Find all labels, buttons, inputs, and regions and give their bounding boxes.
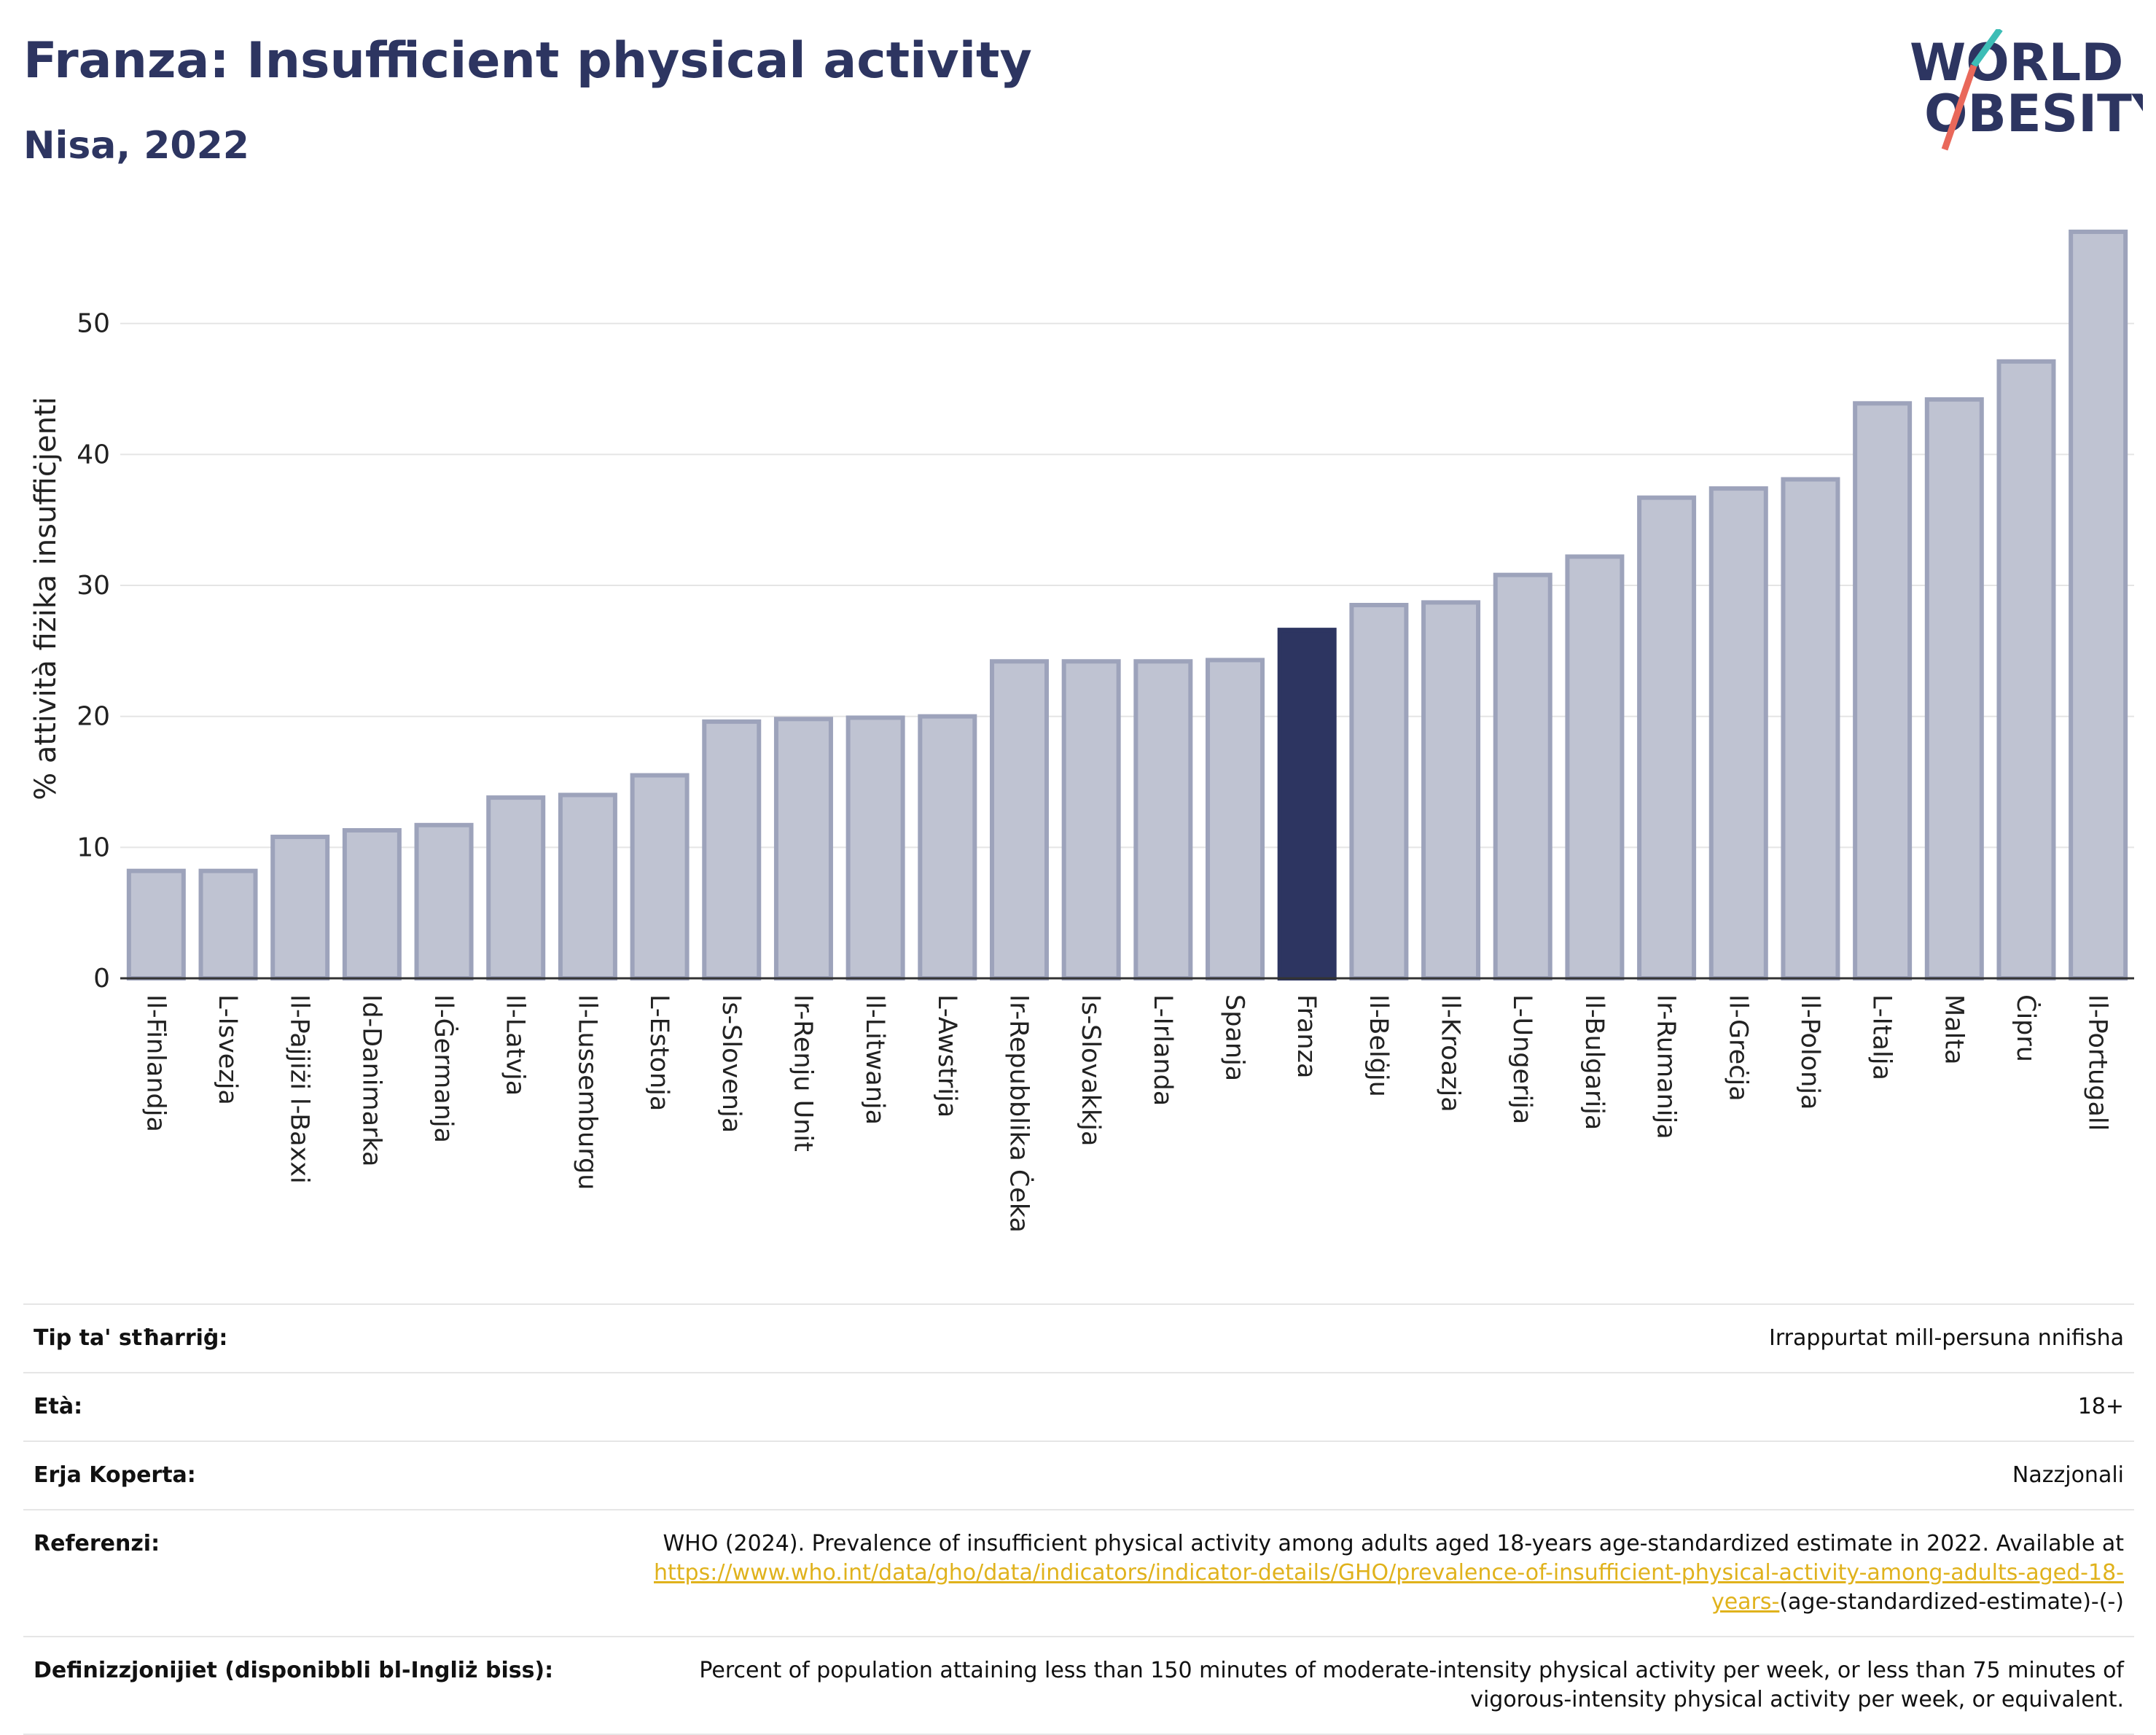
info-table: Tip ta' stħarriġ: Irrappurtat mill-persu… [23,1303,2134,1735]
x-tick-label: Il-Kroazja [1436,994,1465,1112]
logo-line-1: WORLD [1910,33,2123,93]
bar [1493,572,1552,980]
info-row-definitions: Definizzjonijiet (disponibbli bl-Ingliż … [23,1637,2134,1734]
bar [845,715,905,980]
info-row-area: Erja Koperta: Nazzjonali [23,1441,2134,1510]
bar [630,773,690,980]
x-tick-label: Il-Pajjiżi l-Baxxi [285,994,314,1184]
bar [1924,397,1984,980]
y-tick-label: 10 [77,833,110,862]
bar [1349,602,1409,980]
x-tick-label: Il-Bulgarija [1579,994,1609,1130]
x-tick-label: Ċipru [2011,994,2042,1062]
info-value: Irrappurtat mill-persuna nnifisha [1768,1325,2124,1351]
reference-link[interactable]: https://www.who.int/data/gho/data/indica… [654,1560,2124,1615]
x-tick-label: Il-Finlandja [141,994,170,1132]
x-tick-label: L-Isvezja [213,994,242,1105]
x-tick-label: Ir-Rumanija [1652,994,1681,1139]
bar [1708,486,1768,980]
reference-text: WHO (2024). Prevalence of insufficient p… [663,1531,2124,1556]
info-value: Percent of population attaining less tha… [699,1658,2124,1712]
x-tick-label: Il-Ġermanja [429,994,459,1143]
y-tick-label: 30 [77,571,110,601]
info-key: Tip ta' stħarriġ: [34,1325,228,1351]
bar [989,659,1049,980]
bar [1061,659,1121,980]
bar [1781,477,1840,980]
logo-slash-teal [1971,29,2003,68]
y-axis-ticks: 0 10 20 30 40 50 [77,309,110,994]
bars [126,229,2128,981]
info-row-references: Referenzi: WHO (2024). Prevalence of ins… [23,1510,2134,1637]
x-tick-label: Is-Slovakkja [1076,994,1105,1146]
info-key: Età: [34,1394,83,1419]
bar [1565,554,1625,980]
x-tick-label: Franza [1292,994,1321,1078]
bar [1133,659,1193,980]
bar-chart: 0 10 20 30 40 50 Il-Finlandja L-Isvezja Il-Pajj… [29,229,2134,1233]
info-row-age: Età: 18+ [23,1373,2134,1441]
chart-title: Franza: Insufficient physical activity [23,32,1032,90]
x-tick-label: L-Estonja [644,994,673,1111]
bar [126,868,186,980]
info-value-reference: WHO (2024). Prevalence of insufficient p… [598,1510,2134,1637]
bar [918,714,977,980]
info-row-survey-type: Tip ta' stħarriġ: Irrappurtat mill-persu… [23,1304,2134,1373]
y-tick-label: 40 [77,440,110,469]
info-key: Erja Koperta: [34,1462,196,1488]
bar [702,719,762,980]
info-value: Nazzjonali [2012,1462,2124,1488]
x-tick-label: Is-Slovenja [716,994,746,1133]
x-tick-label: Ir-Repubblika Ċeka [1004,994,1034,1233]
y-tick-label: 0 [93,964,110,994]
bar [1637,495,1697,980]
bar [1206,658,1265,980]
x-tick-label: L-Awstrija [932,994,961,1118]
bar [558,792,617,981]
x-tick-label: Il-Polonja [1795,994,1824,1110]
bar [1853,401,1913,980]
bar [1421,600,1481,980]
bar [414,822,474,981]
x-tick-label: Il-Latvja [501,994,530,1096]
x-tick-label: L-Irlanda [1148,994,1177,1106]
bar [486,795,546,980]
y-tick-label: 50 [77,309,110,339]
info-key: Definizzjonijiet (disponibbli bl-Ingliż … [34,1658,554,1683]
info-key: Referenzi: [34,1531,160,1556]
x-tick-label: Il-Belġju [1364,994,1393,1097]
bar [270,834,330,980]
world-obesity-logo: WORLD OBESITY [1910,29,2143,151]
bar [342,827,402,980]
bar [198,868,258,980]
x-tick-label: Id-Danimarka [356,994,386,1167]
bar [2069,229,2128,980]
x-tick-label: Il-Greċja [1723,994,1752,1102]
x-tick-label: Il-Portugall [2083,994,2112,1131]
logo-slash-coral [1941,64,1977,151]
bar-highlight [1277,628,1337,980]
y-axis-title: % attività fiżika insuffiċjenti [29,397,63,800]
x-tick-label: Spanja [1220,994,1249,1081]
x-tick-label: Il-Lussemburgu [572,994,601,1190]
x-tick-label: L-Ungerija [1507,994,1536,1124]
bar [773,717,833,981]
x-tick-label: Malta [1939,994,1968,1065]
reference-suffix: (age-standardized-estimate)-(-) [1779,1589,2124,1615]
x-tick-label: Il-Litwanja [860,994,889,1125]
info-value: 18+ [2077,1394,2124,1419]
chart-subtitle: Nisa, 2022 [23,124,249,168]
x-tick-label: L-Italja [1867,994,1897,1080]
x-axis-labels: Il-Finlandja L-Isvezja Il-Pajjiżi l-Baxxi I… [141,994,2112,1233]
bar [1996,359,2056,980]
x-tick-label: Ir-Renju Unit [788,994,817,1152]
y-tick-label: 20 [77,702,110,732]
